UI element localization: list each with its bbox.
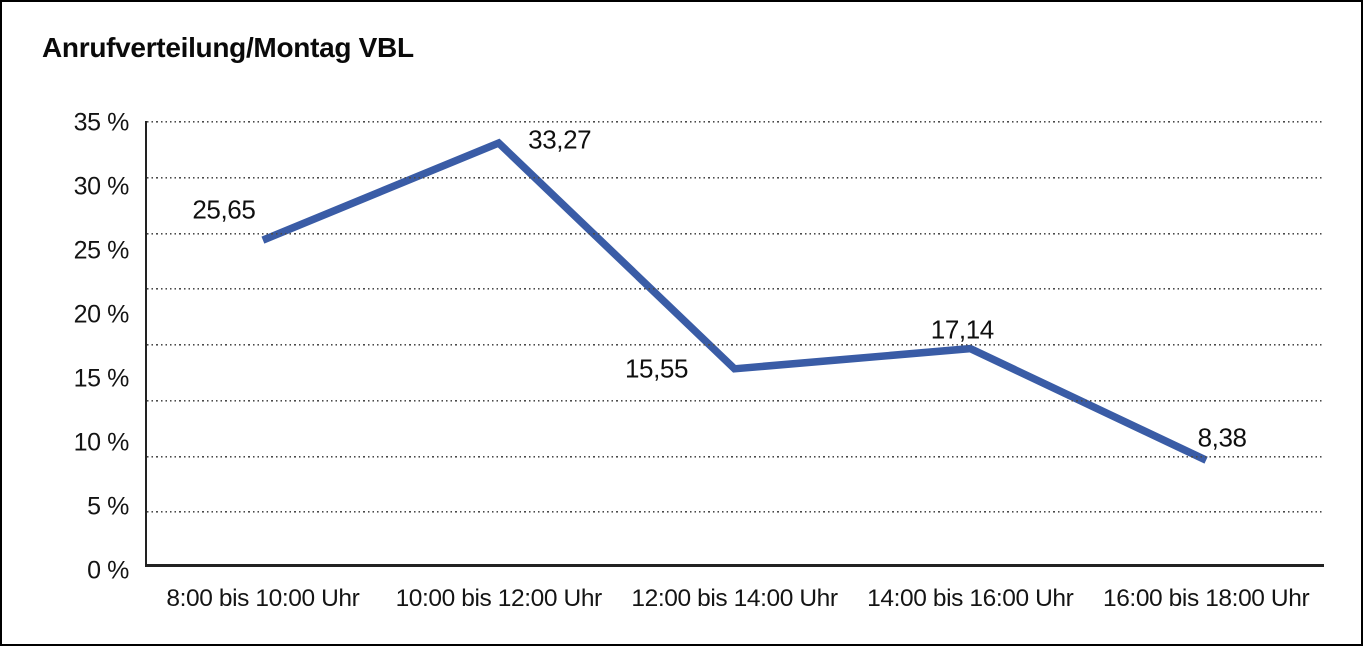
- y-axis-tick-label: 25 %: [73, 236, 130, 265]
- y-axis-tick-label: 5 %: [87, 492, 129, 521]
- data-point-label: 25,65: [192, 194, 256, 225]
- y-axis-tick-label: 35 %: [73, 108, 130, 137]
- y-axis-tick-label: 30 %: [73, 172, 130, 201]
- line-series: [261, 138, 1208, 464]
- plot-area: 35 % 30 % 25 % 20 % 15 % 10 % 5 % 0 % 8:00 bis 1…: [74, 109, 1324, 612]
- x-axis-category-label: 14:00 bis 16:00 Uhr: [867, 585, 1074, 612]
- y-axis-line: [145, 121, 147, 567]
- data-point-label: 17,14: [930, 314, 994, 345]
- gridline: [147, 121, 1324, 123]
- gridline: [147, 176, 1324, 179]
- gridline: [147, 232, 1324, 235]
- gridline: [147, 399, 1324, 402]
- series-line: [261, 138, 1208, 464]
- y-axis-tick-label: 10 %: [73, 428, 130, 457]
- gridline: [147, 288, 1324, 291]
- y-axis-tick-label: 0 %: [87, 556, 129, 585]
- data-point-label: 8,38: [1197, 422, 1247, 453]
- data-point-label: 33,27: [528, 124, 592, 155]
- x-axis-category-label: 16:00 bis 18:00 Uhr: [1102, 585, 1310, 612]
- y-axis-tick-label: 20 %: [73, 300, 130, 329]
- gridline: [147, 455, 1324, 458]
- x-axis-category-label: 10:00 bis 12:00 Uhr: [395, 585, 603, 612]
- gridline: [147, 344, 1324, 346]
- x-axis-category-label: 12:00 bis 14:00 Uhr: [631, 585, 838, 612]
- chart-title: Anrufverteilung/Montag VBL: [42, 32, 414, 63]
- x-axis-category-label: 8:00 bis 10:00 Uhr: [166, 585, 360, 612]
- x-axis-line: [145, 564, 1324, 567]
- y-axis-tick-label: 15 %: [73, 364, 130, 393]
- gridline: [147, 511, 1324, 514]
- data-point-label: 15,55: [624, 353, 689, 384]
